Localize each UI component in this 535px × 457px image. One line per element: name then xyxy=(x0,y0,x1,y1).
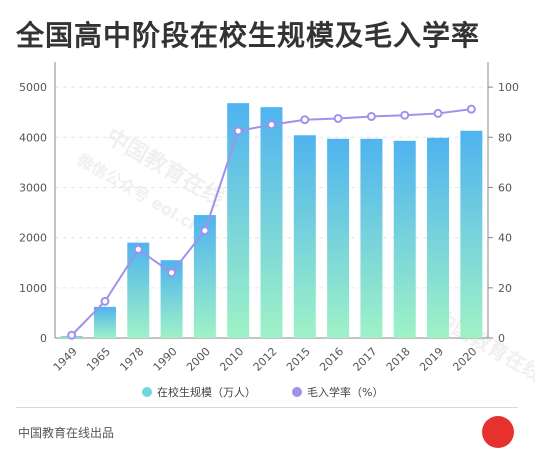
bar xyxy=(360,138,383,338)
y-tick-label-left: 2000 xyxy=(19,232,47,245)
y-tick-label-left: 1000 xyxy=(19,282,47,295)
bar xyxy=(227,103,250,338)
bar xyxy=(160,260,183,338)
bar xyxy=(293,135,316,338)
legend-marker-bar xyxy=(142,387,152,397)
line-point xyxy=(466,104,476,114)
x-tick-label: 1949 xyxy=(51,345,80,374)
line-point xyxy=(233,126,243,136)
x-tick-label: 1978 xyxy=(117,345,146,374)
y-tick-label-right: 0 xyxy=(498,332,505,345)
line-point xyxy=(167,268,177,278)
bar xyxy=(460,130,483,338)
line-point xyxy=(67,330,77,340)
bar xyxy=(427,137,450,338)
x-tick-label: 2019 xyxy=(417,345,446,374)
bar xyxy=(327,138,350,338)
x-tick-label: 2018 xyxy=(384,345,413,374)
line-point xyxy=(200,226,210,236)
line-point xyxy=(100,296,110,306)
line-point xyxy=(400,110,410,120)
bar xyxy=(393,140,416,338)
line-point xyxy=(333,113,343,123)
y-tick-label-left: 0 xyxy=(40,332,47,345)
bar xyxy=(127,242,150,338)
y-tick-label-right: 40 xyxy=(498,232,512,245)
legend-marker-line xyxy=(292,387,302,397)
eol-logo-icon xyxy=(482,416,514,448)
x-tick-label: 2015 xyxy=(284,345,313,374)
line-point xyxy=(267,120,276,130)
line-point xyxy=(300,115,310,125)
legend-label: 在校生规模（万人） xyxy=(157,385,256,399)
line-point xyxy=(133,244,143,254)
y-tick-label-right: 60 xyxy=(498,181,512,194)
x-tick-label: 1965 xyxy=(84,345,113,374)
x-tick-label: 2010 xyxy=(217,345,246,374)
footer-divider xyxy=(16,407,518,408)
y-tick-label-right: 100 xyxy=(498,81,519,94)
y-tick-label-right: 20 xyxy=(498,282,512,295)
x-tick-label: 1990 xyxy=(151,345,180,374)
line-point xyxy=(366,111,376,121)
x-tick-label: 2000 xyxy=(184,345,213,374)
y-tick-label-left: 4000 xyxy=(19,131,47,144)
bar xyxy=(260,107,283,338)
y-tick-label-left: 5000 xyxy=(19,81,47,94)
x-tick-label: 2016 xyxy=(317,345,346,374)
bar xyxy=(93,306,116,338)
x-tick-label: 2017 xyxy=(351,345,380,374)
y-tick-label-left: 3000 xyxy=(19,181,47,194)
x-tick-label: 2020 xyxy=(450,345,479,374)
line-point xyxy=(433,108,443,118)
credit-text: 中国教育在线出品 xyxy=(18,426,115,440)
x-tick-label: 2012 xyxy=(251,345,280,374)
y-tick-label-right: 80 xyxy=(498,131,512,144)
bar xyxy=(193,215,216,338)
chart-title: 全国高中阶段在校生规模及毛入学率 xyxy=(16,19,481,52)
legend-label: 毛入学率（%） xyxy=(307,385,383,399)
